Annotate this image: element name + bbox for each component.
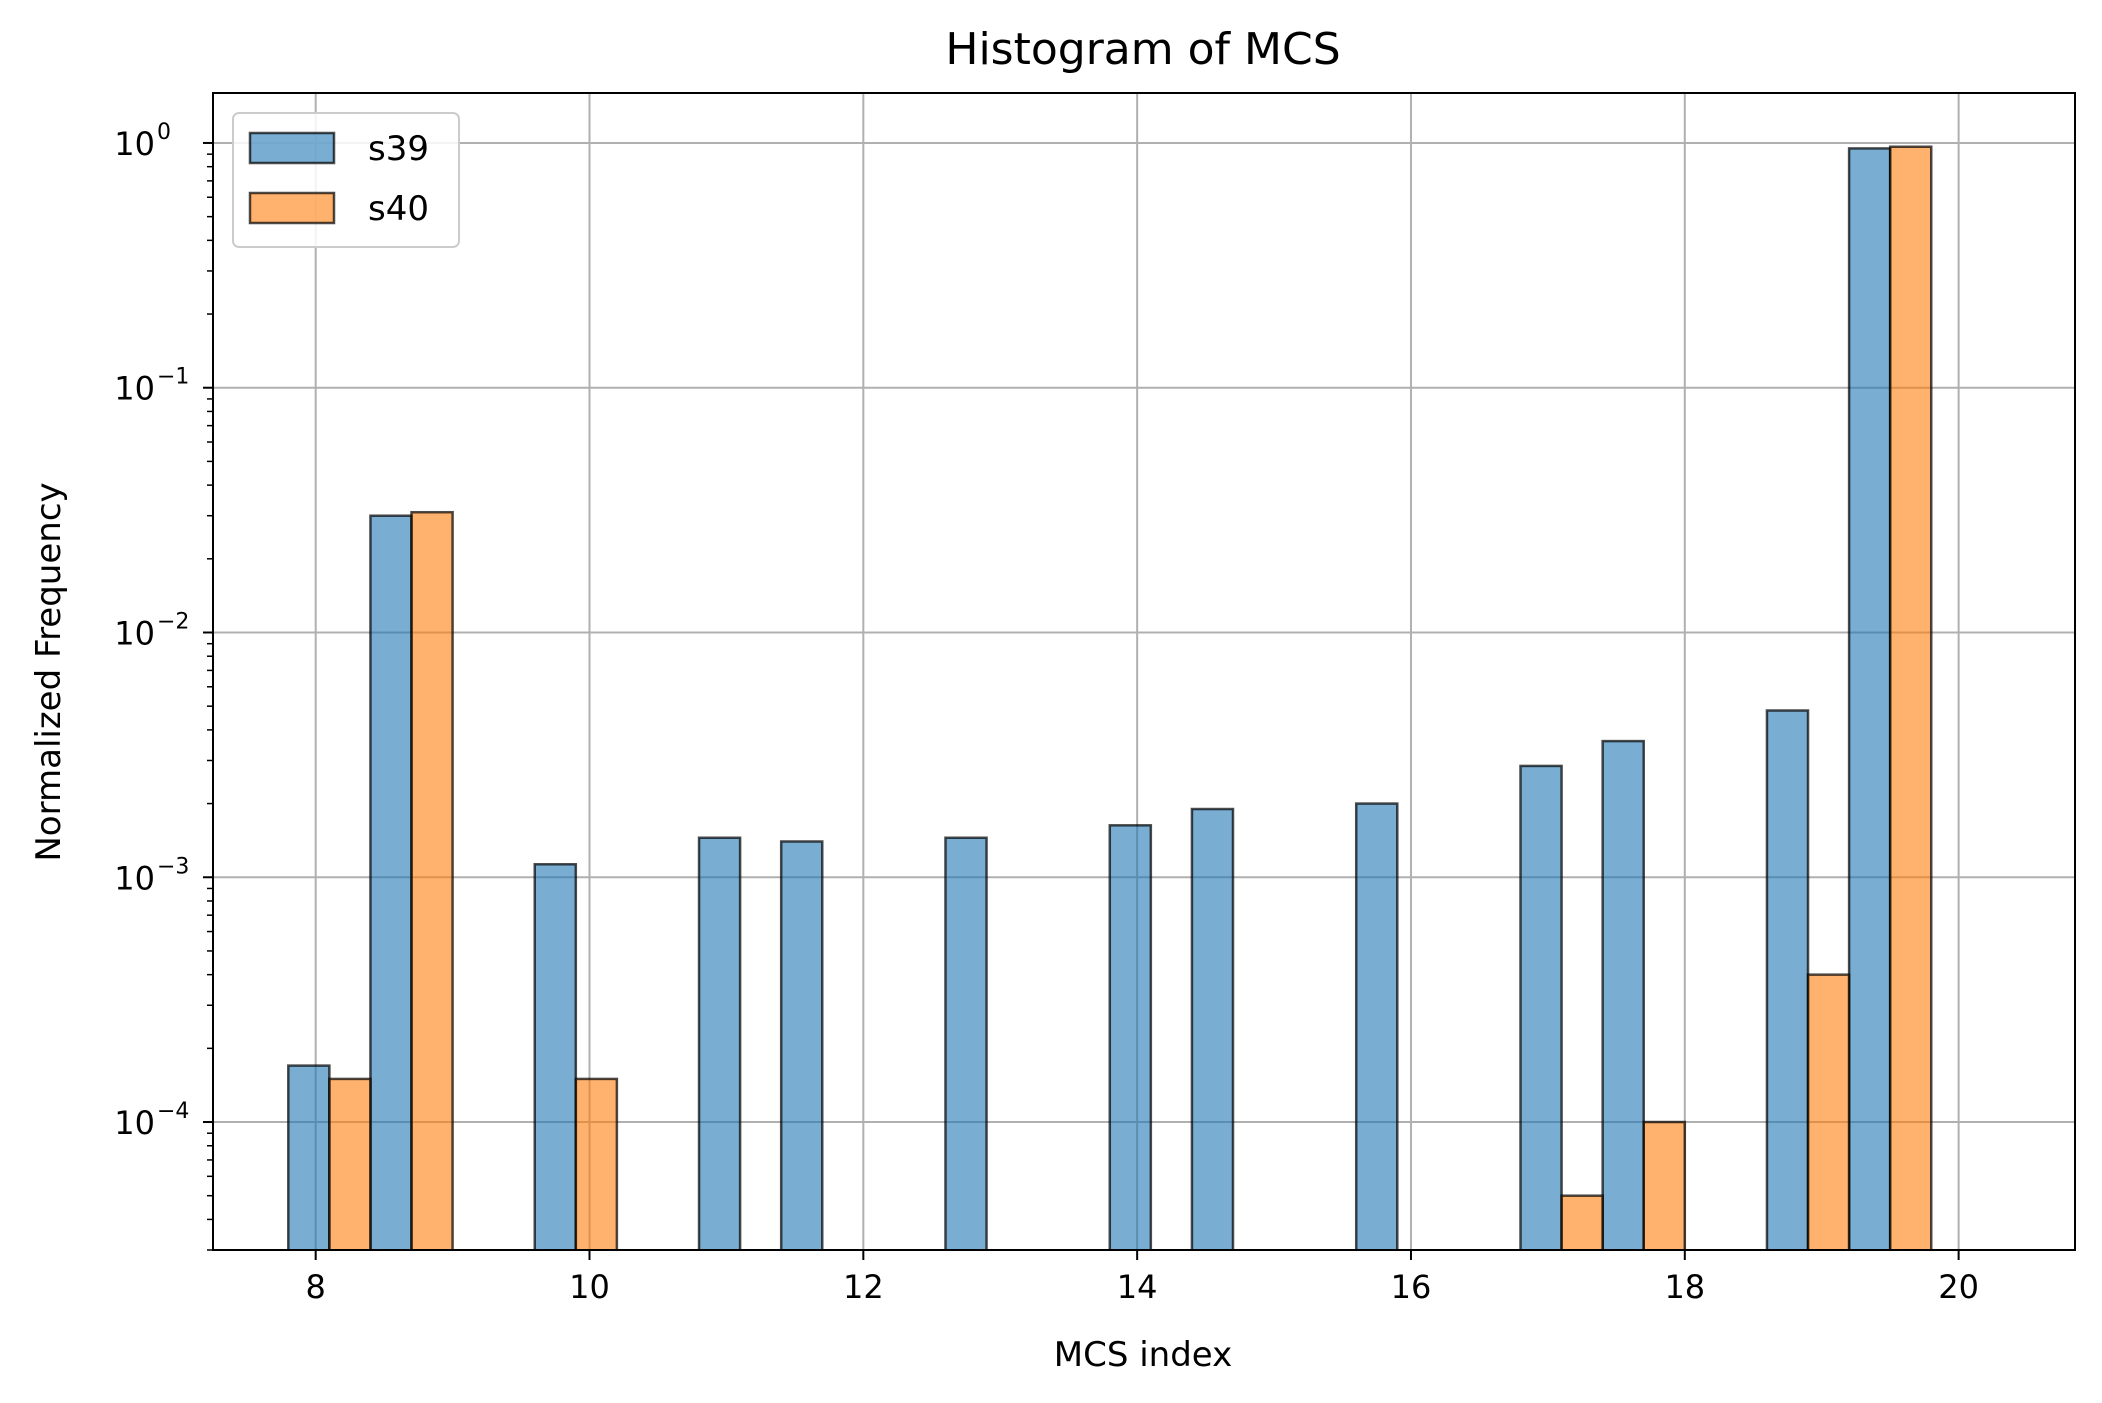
legend-swatch-s40 (248, 191, 336, 225)
bar-s39 (1765, 709, 1810, 1250)
bar-s40 (1642, 1120, 1687, 1250)
legend-label-s39: s39 (368, 129, 429, 169)
y-tick-exponent: −3 (157, 854, 189, 879)
x-tick-label: 10 (569, 1268, 610, 1306)
bar-s39 (697, 836, 742, 1250)
bar-s39 (1601, 739, 1645, 1250)
bar-s39 (779, 840, 824, 1250)
x-tick-label: 18 (1664, 1268, 1705, 1306)
bars (287, 145, 1933, 1250)
y-tick-label: 10 (114, 370, 155, 408)
x-tick-label: 14 (1117, 1268, 1158, 1306)
y-tick-exponent: −4 (157, 1099, 189, 1124)
y-tick-label: 10 (114, 1104, 155, 1142)
legend-swatch-s39 (248, 131, 336, 165)
grid-lines (213, 93, 2075, 1250)
y-tick-exponent: −1 (157, 365, 189, 390)
bar-s40 (328, 1077, 372, 1250)
plot-frame (212, 92, 2076, 1251)
bar-s39 (1190, 807, 1235, 1250)
legend-label-s40: s40 (368, 189, 429, 229)
bar-s39 (1354, 802, 1399, 1250)
x-tick-label: 20 (1938, 1268, 1979, 1306)
bar-s40 (1806, 973, 1851, 1250)
y-tick-label: 10 (114, 125, 155, 163)
bar-s39 (533, 863, 578, 1250)
bar-s40 (1888, 145, 1933, 1250)
bar-s39 (287, 1064, 331, 1250)
y-tick-exponent: −2 (157, 609, 189, 634)
bar-s39 (1847, 147, 1892, 1250)
y-tick-label: 10 (114, 859, 155, 897)
y-tick-label: 10 (114, 614, 155, 652)
x-tick-label: 12 (843, 1268, 884, 1306)
bar-s39 (1108, 824, 1153, 1250)
bar-s39 (369, 514, 413, 1250)
x-tick-label: 8 (306, 1268, 326, 1306)
x-tick-label: 16 (1391, 1268, 1432, 1306)
bar-s39 (1519, 764, 1563, 1250)
chart-title: Histogram of MCS (945, 24, 1340, 75)
bar-s40 (410, 510, 454, 1250)
y-tick-exponent: 0 (157, 120, 171, 145)
legend: s39 s40 (232, 112, 460, 248)
y-axis-label: Normalized Frequency (29, 482, 69, 861)
bar-s40 (574, 1077, 619, 1250)
x-axis-label: MCS index (1054, 1335, 1232, 1375)
bar-s40 (1560, 1194, 1604, 1250)
bar-s39 (944, 836, 988, 1250)
